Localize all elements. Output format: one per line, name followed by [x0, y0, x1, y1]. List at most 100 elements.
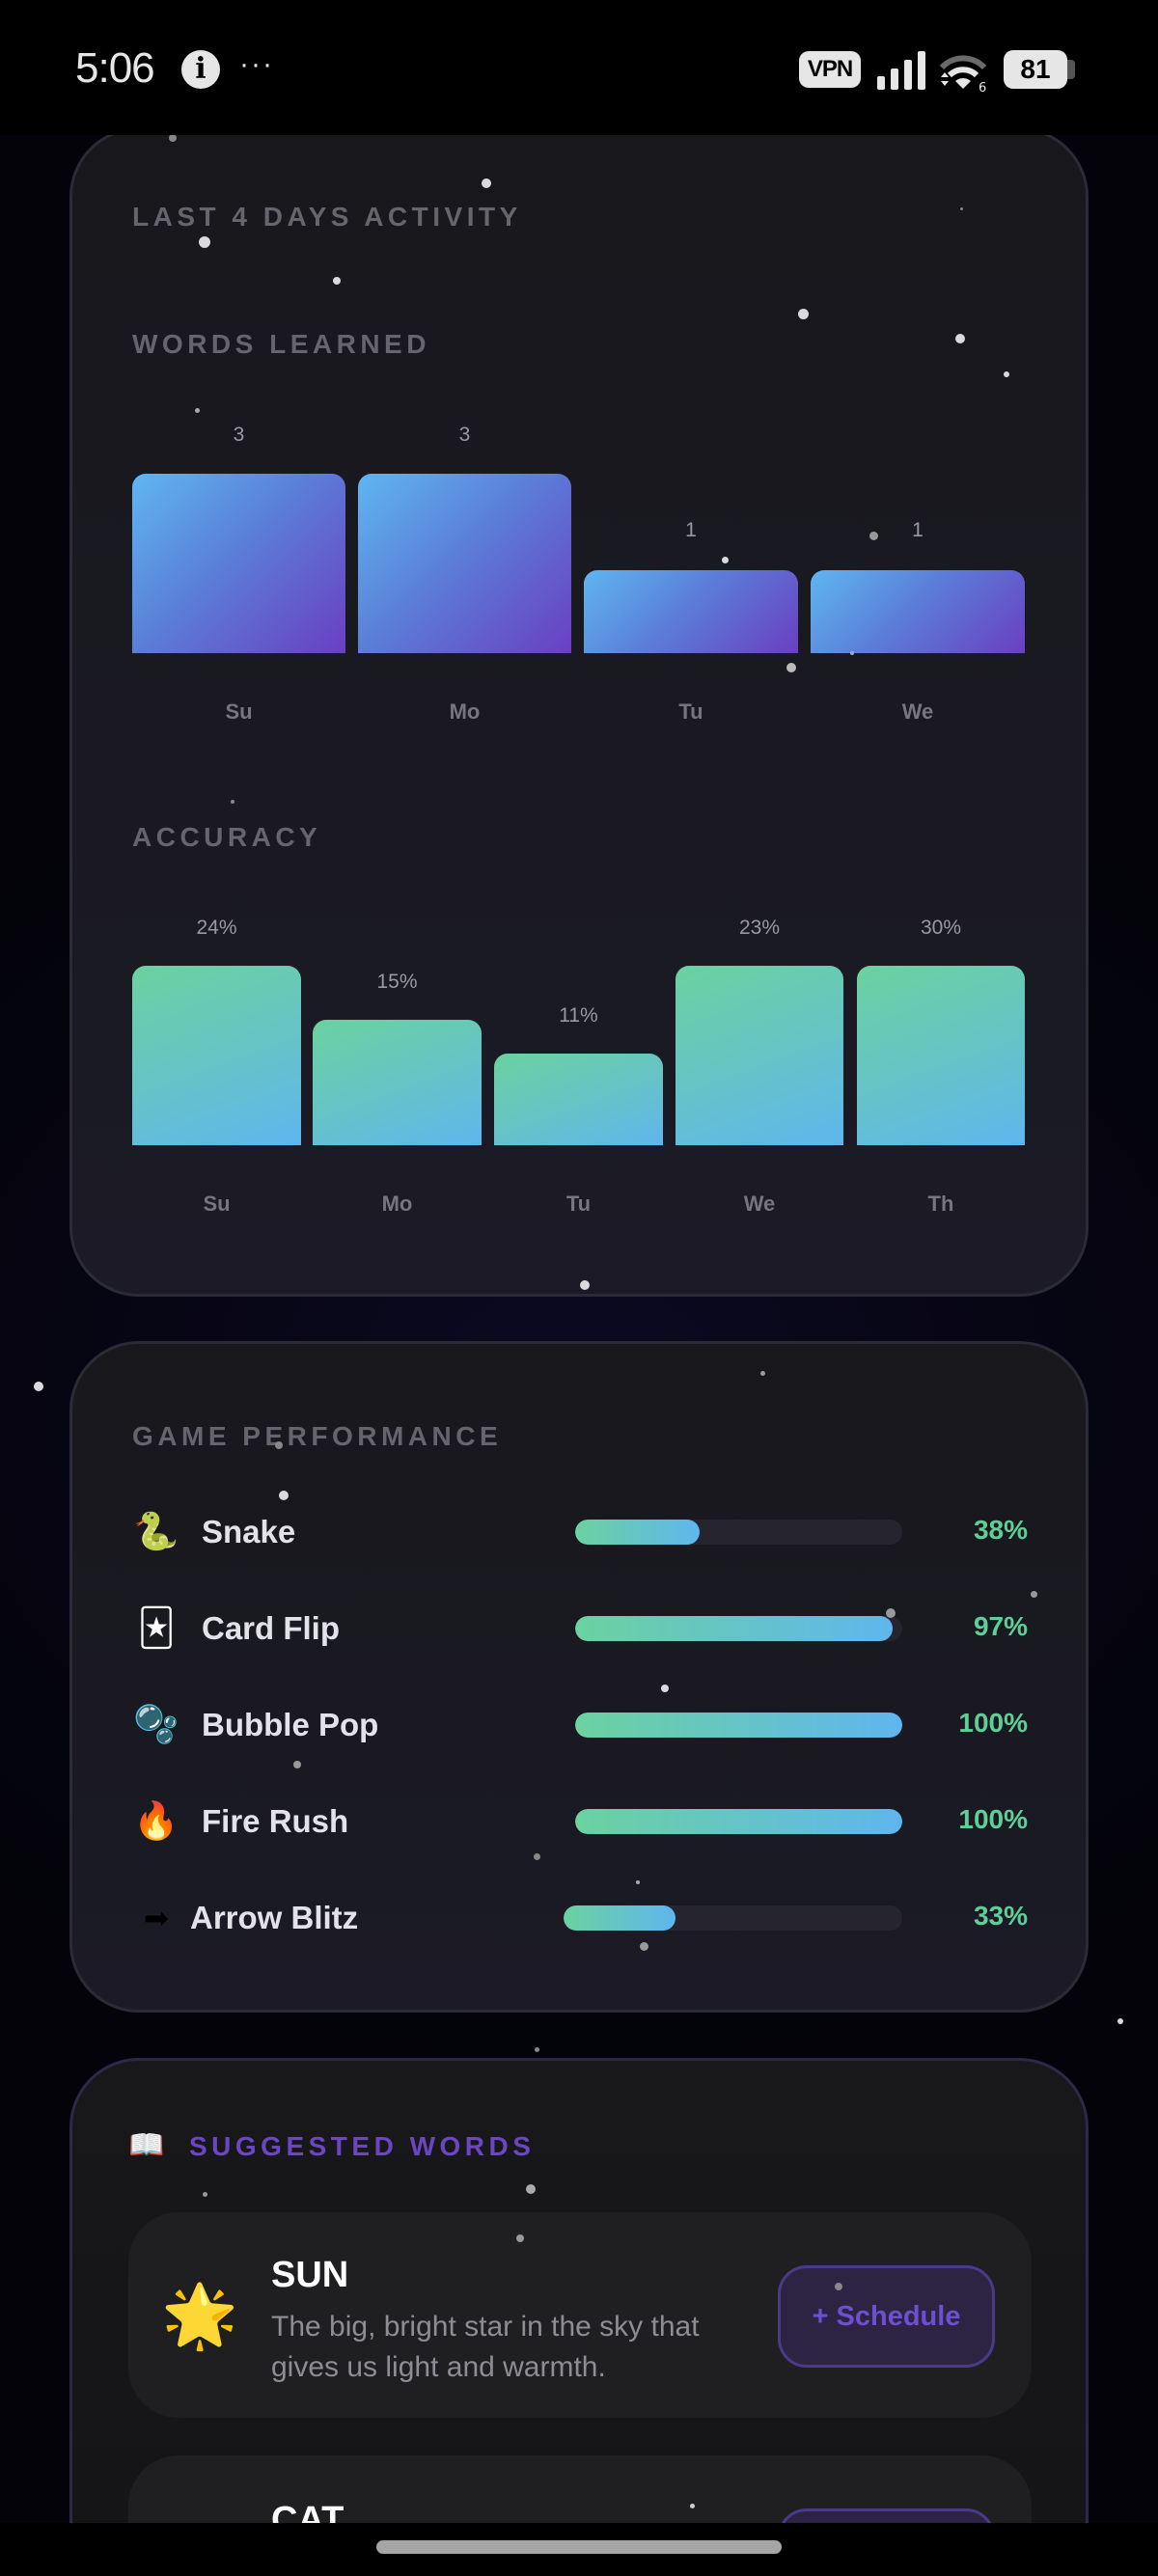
svg-text:6: 6 [979, 81, 986, 93]
suggested-words-title: SUGGESTED WORDS [189, 2131, 536, 2161]
star-particle [526, 2184, 536, 2194]
bar [584, 570, 798, 653]
game-row-card-flip[interactable]: 🃏 Card Flip 97% [132, 1600, 1028, 1658]
activity-title: LAST 4 DAYS ACTIVITY [132, 202, 522, 232]
fire-icon: 🔥 [133, 1801, 179, 1842]
bar-value: 24% [196, 917, 237, 939]
game-name: Bubble Pop [202, 1707, 379, 1742]
game-percent: 38% [973, 1515, 1028, 1545]
star-particle [534, 1853, 540, 1860]
words-learned-chart: 3 Su 3 Mo 1 Tu 1 We [132, 420, 1028, 863]
game-percent: 100% [958, 1804, 1028, 1834]
bar-value: 1 [912, 519, 924, 541]
star-particle [535, 2047, 539, 2052]
star-particle [482, 178, 491, 188]
star-particle [835, 2283, 842, 2290]
words-bar-tu[interactable]: 1 Tu [584, 420, 798, 863]
words-learned-title: WORDS LEARNED [132, 329, 430, 359]
star-particle [690, 2504, 695, 2508]
bar-value: 1 [685, 519, 697, 541]
star-particle [203, 2192, 207, 2197]
star-particle [636, 1880, 640, 1884]
game-percent: 33% [973, 1901, 1028, 1931]
star-particle [1117, 2018, 1123, 2024]
bar-day-label: Mo [381, 1192, 413, 1216]
status-bar: 5:06 i ··· VPN 6 81 [0, 0, 1158, 135]
accuracy-title: ACCURACY [132, 822, 322, 852]
words-bar-mo[interactable]: 3 Mo [358, 420, 571, 863]
accuracy-bar-su[interactable]: 24% Su [132, 912, 301, 1278]
activity-card: LAST 4 DAYS ACTIVITY WORDS LEARNED 3 Su … [69, 127, 1089, 1297]
game-name: Fire Rush [202, 1803, 349, 1839]
game-name: Snake [202, 1514, 296, 1549]
home-indicator[interactable] [376, 2540, 782, 2554]
bar-day-label: Tu [565, 1192, 592, 1216]
game-row-bubble-pop[interactable]: 🫧 Bubble Pop 100% [132, 1696, 1028, 1754]
wifi-icon: 6 [939, 55, 986, 93]
bar [313, 1020, 482, 1145]
game-percent: 100% [958, 1708, 1028, 1738]
star-particle [293, 1761, 301, 1768]
bar [811, 570, 1025, 653]
bar-day-label: Mo [449, 699, 481, 724]
progress-fill [575, 1809, 902, 1834]
star-particle [199, 236, 210, 248]
star-particle [580, 1280, 590, 1290]
accuracy-bar-we[interactable]: 23% We [676, 912, 843, 1278]
words-bar-su[interactable]: 3 Su [132, 420, 345, 863]
battery-icon: 81 [1004, 50, 1067, 89]
bar-value: 3 [458, 424, 471, 446]
star-particle [1004, 371, 1009, 377]
star-particle [333, 277, 341, 285]
schedule-button[interactable]: + Schedule [778, 2265, 995, 2368]
game-row-fire-rush[interactable]: 🔥 Fire Rush 100% [132, 1793, 1028, 1850]
star-particle [231, 800, 234, 804]
progress-fill [575, 1713, 902, 1738]
star-particle [886, 1608, 896, 1618]
accuracy-bar-mo[interactable]: 15% Mo [313, 912, 482, 1278]
star-particle [722, 557, 729, 563]
bar-value: 23% [738, 917, 781, 939]
star-particle [195, 408, 200, 413]
book-icon: 📖 [128, 2129, 165, 2161]
bar [132, 474, 345, 653]
star-particle [798, 309, 809, 319]
cell-signal-icon [877, 51, 927, 90]
star-particle [640, 1942, 648, 1951]
accuracy-bar-th[interactable]: 30% Th [857, 912, 1025, 1278]
star-particle [169, 134, 177, 142]
game-percent: 97% [973, 1611, 1028, 1641]
game-performance-title: GAME PERFORMANCE [132, 1421, 503, 1451]
words-bar-we[interactable]: 1 We [811, 420, 1025, 863]
snake-icon: 🐍 [133, 1512, 179, 1552]
star-particle [1031, 1591, 1037, 1598]
bar-day-label: We [901, 699, 934, 724]
game-performance-card: GAME PERFORMANCE 🐍 Snake 38% 🃏 Card Flip… [69, 1341, 1089, 2013]
star-particle [275, 1441, 283, 1449]
game-name: Arrow Blitz [190, 1900, 359, 1935]
more-notifications-icon: ··· [239, 48, 274, 80]
word-item-sun[interactable]: 🌟 SUN The big, bright star in the sky th… [128, 2212, 1032, 2418]
star-particle [34, 1382, 43, 1391]
word-title: SUN [271, 2255, 349, 2295]
bar [676, 966, 843, 1145]
bar [132, 966, 301, 1145]
star-particle [869, 532, 878, 540]
suggested-words-card: 📖 SUGGESTED WORDS 🌟 SUN The big, bright … [69, 2058, 1089, 2576]
bar-value: 3 [233, 424, 245, 446]
status-time: 5:06 [75, 44, 155, 92]
bar-day-label: Tu [678, 699, 703, 724]
progress-fill [564, 1905, 676, 1931]
battery-cap [1067, 60, 1075, 79]
game-name: Card Flip [202, 1610, 341, 1646]
star-particle [516, 2234, 524, 2242]
star-particle [850, 651, 854, 655]
word-definition: The big, bright star in the sky that giv… [271, 2311, 700, 2383]
bar-value: 15% [376, 971, 418, 993]
accuracy-bar-tu[interactable]: 11% Tu [494, 912, 663, 1278]
star-particle [760, 1371, 765, 1376]
game-row-snake[interactable]: 🐍 Snake 38% [132, 1503, 1028, 1561]
star-particle [955, 334, 965, 343]
game-row-arrow-blitz[interactable]: ➡ Arrow Blitz 33% [132, 1889, 1028, 1947]
bar-day-label: We [743, 1192, 776, 1216]
